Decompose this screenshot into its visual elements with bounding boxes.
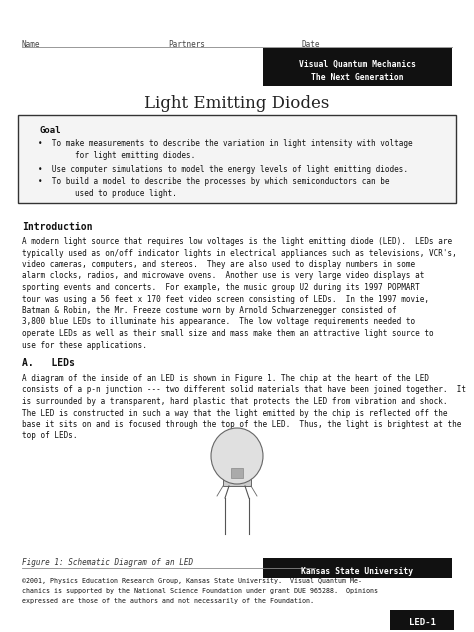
Text: use for these applications.: use for these applications. [22, 341, 147, 349]
Bar [263, 48, 452, 86]
Text: •  Use computer simulations to model the energy levels of light emitting diodes.: • Use computer simulations to model the … [38, 165, 408, 174]
Bar [223, 462, 251, 486]
Text: A diagram of the inside of an LED is shown in Figure 1. The chip at the heart of: A diagram of the inside of an LED is sho… [22, 374, 429, 383]
Text: ©2001, Physics Education Research Group, Kansas State University.  Visual Quantu: ©2001, Physics Education Research Group,… [22, 578, 362, 584]
Text: A modern light source that requires low voltages is the light emitting diode (LE: A modern light source that requires low … [22, 237, 452, 246]
Text: Date: Date [302, 40, 320, 49]
Text: Name: Name [22, 40, 40, 49]
Text: Introduction: Introduction [22, 222, 92, 232]
Text: Goal: Goal [40, 126, 62, 135]
Text: operate LEDs as well as their small size and mass make them an attractive light : operate LEDs as well as their small size… [22, 329, 434, 338]
Text: base it sits on and is focused through the top of the LED.  Thus, the light is b: base it sits on and is focused through t… [22, 420, 461, 429]
Text: •  To make measurements to describe the variation in light intensity with voltag: • To make measurements to describe the v… [38, 139, 413, 160]
Text: 3,800 blue LEDs to illuminate his appearance.  The low voltage requirements need: 3,800 blue LEDs to illuminate his appear… [22, 317, 415, 327]
Text: A.   LEDs: A. LEDs [22, 358, 75, 368]
Text: •  To build a model to describe the processes by which semiconductors can be
   : • To build a model to describe the proce… [38, 177, 390, 198]
Text: LED-1: LED-1 [409, 618, 436, 627]
Bar [18, 115, 456, 203]
Text: The Next Generation: The Next Generation [311, 73, 404, 82]
Text: expressed are those of the authors and not necessarily of the Foundation.: expressed are those of the authors and n… [22, 598, 314, 604]
Text: sporting events and concerts.  For example, the music group U2 during its 1997 P: sporting events and concerts. For exampl… [22, 283, 420, 292]
Bar [390, 610, 454, 630]
Text: consists of a p-n junction --- two different solid materials that have been join: consists of a p-n junction --- two diffe… [22, 386, 466, 394]
Text: typically used as on/off indicator lights in electrical appliances such as telev: typically used as on/off indicator light… [22, 248, 457, 257]
Ellipse shape [211, 428, 263, 484]
Text: The LED is constructed in such a way that the light emitted by the chip is refle: The LED is constructed in such a way tha… [22, 408, 447, 418]
Bar [231, 468, 243, 478]
Text: Visual Quantum Mechanics: Visual Quantum Mechanics [299, 60, 416, 69]
Text: is surrounded by a transparent, hard plastic that protects the LED from vibratio: is surrounded by a transparent, hard pla… [22, 397, 447, 406]
Text: chanics is supported by the National Science Foundation under grant DUE 965288. : chanics is supported by the National Sci… [22, 588, 378, 594]
Text: Kansas State University: Kansas State University [301, 567, 413, 576]
Text: Batman & Robin, the Mr. Freeze costume worn by Arnold Schwarzenegger consisted o: Batman & Robin, the Mr. Freeze costume w… [22, 306, 397, 315]
Text: alarm clocks, radios, and microwave ovens.  Another use is very large video disp: alarm clocks, radios, and microwave oven… [22, 272, 424, 281]
Text: Partners: Partners [168, 40, 205, 49]
Text: tour was using a 56 feet x 170 feet video screen consisting of LEDs.  In the 199: tour was using a 56 feet x 170 feet vide… [22, 295, 429, 303]
Text: top of LEDs.: top of LEDs. [22, 432, 78, 441]
Text: video cameras, computers, and stereos.  They are also used to display numbers in: video cameras, computers, and stereos. T… [22, 260, 415, 269]
Text: Light Emitting Diodes: Light Emitting Diodes [144, 95, 330, 112]
Text: Figure 1: Schematic Diagram of an LED: Figure 1: Schematic Diagram of an LED [22, 558, 193, 567]
Bar [263, 558, 452, 578]
